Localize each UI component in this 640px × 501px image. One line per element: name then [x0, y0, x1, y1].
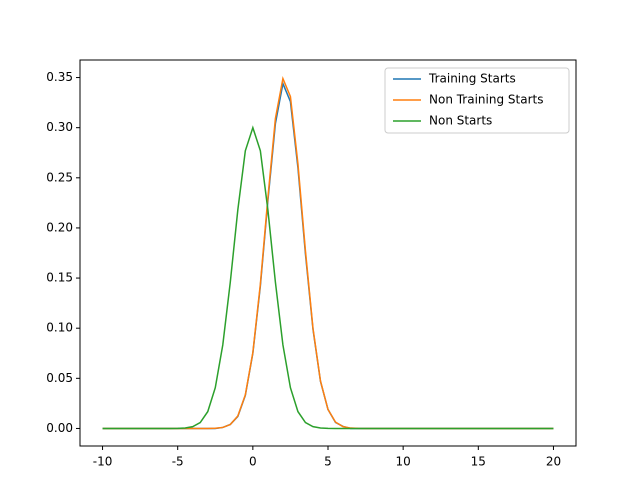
line: [102, 80, 554, 430]
axes-frame: [79, 59, 577, 447]
x-tick-label: 10: [396, 455, 411, 469]
y-tick-label: 0.15: [46, 271, 73, 285]
legend-label: Non Starts: [429, 114, 492, 128]
x-tick-label: 5: [324, 455, 332, 469]
y-tick-label: 0.25: [46, 170, 73, 184]
y-tick-label: 0.05: [46, 371, 73, 385]
legend-box: [384, 67, 570, 134]
x-tick-label: 0: [249, 455, 257, 469]
legend-label: Non Training Starts: [429, 93, 543, 107]
x-tick-label: -10: [93, 455, 113, 469]
y-tick-label: 0.35: [46, 70, 73, 84]
x-tick-label: 20: [546, 455, 561, 469]
y-tick-label: 0.10: [46, 321, 73, 335]
x-tick-label: -5: [172, 455, 184, 469]
x-tick-label: 15: [471, 455, 486, 469]
y-tick-label: 0.20: [46, 220, 73, 234]
legend-label: Training Starts: [428, 72, 516, 86]
line: [102, 125, 554, 430]
y-tick-label: 0.00: [46, 421, 73, 435]
y-tick-label: 0.30: [46, 120, 73, 134]
